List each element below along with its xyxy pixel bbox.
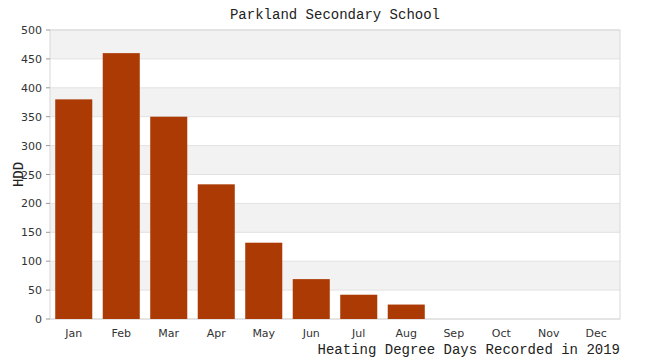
chart-container: 050100150200250300350400450500JanFebMarA…: [0, 0, 650, 360]
bar: [198, 184, 235, 319]
x-tick-label: Jan: [64, 327, 82, 340]
y-axis-label: HDD: [11, 162, 27, 187]
y-tick: [46, 58, 50, 59]
x-tick-label: Sep: [443, 327, 464, 340]
y-tick-label: 300: [21, 140, 42, 153]
x-tick-label: Apr: [207, 327, 227, 340]
bar: [150, 117, 187, 319]
chart-svg: 050100150200250300350400450500JanFebMarA…: [0, 0, 650, 360]
y-tick-label: 350: [21, 111, 42, 124]
bar: [103, 53, 140, 319]
bar: [530, 319, 567, 320]
bar: [578, 319, 615, 320]
title: Parkland Secondary School: [230, 7, 440, 23]
y-tick-label: 400: [21, 82, 42, 95]
y-tick-label: 100: [21, 255, 42, 268]
y-tick: [46, 261, 50, 262]
bar: [388, 305, 425, 319]
y-tick: [46, 116, 50, 117]
bar: [483, 319, 520, 320]
x-axis-label: Heating Degree Days Recorded in 2019: [318, 342, 620, 358]
plot-frame: [50, 30, 620, 319]
y-tick-label: 50: [28, 284, 42, 297]
bar: [340, 295, 377, 319]
x-tick-label: Mar: [158, 327, 179, 340]
bar: [245, 243, 282, 319]
x-tick-label: Dec: [586, 327, 607, 340]
y-tick: [46, 232, 50, 233]
y-tick: [46, 203, 50, 204]
y-tick-label: 450: [21, 53, 42, 66]
y-tick: [46, 30, 50, 31]
bar: [55, 99, 92, 319]
x-tick-label: Nov: [538, 327, 560, 340]
bars: [55, 53, 425, 319]
x-tick-label: Feb: [112, 327, 131, 340]
x-tick-label: Jul: [351, 327, 365, 340]
y-tick: [46, 319, 50, 320]
x-tick-label: Aug: [396, 327, 417, 340]
x-tick-label: May: [252, 327, 275, 340]
x-tick-label: Oct: [492, 327, 512, 340]
y-tick: [46, 145, 50, 146]
y-tick-label: 0: [35, 313, 42, 326]
y-tick: [46, 290, 50, 291]
y-tick: [46, 174, 50, 175]
y-tick-label: 150: [21, 226, 42, 239]
y-tick-label: 500: [21, 24, 42, 37]
y-tick: [46, 87, 50, 88]
bar: [435, 319, 472, 320]
bar: [293, 279, 330, 319]
x-tick-label: Jun: [302, 327, 320, 340]
y-tick-label: 200: [21, 197, 42, 210]
